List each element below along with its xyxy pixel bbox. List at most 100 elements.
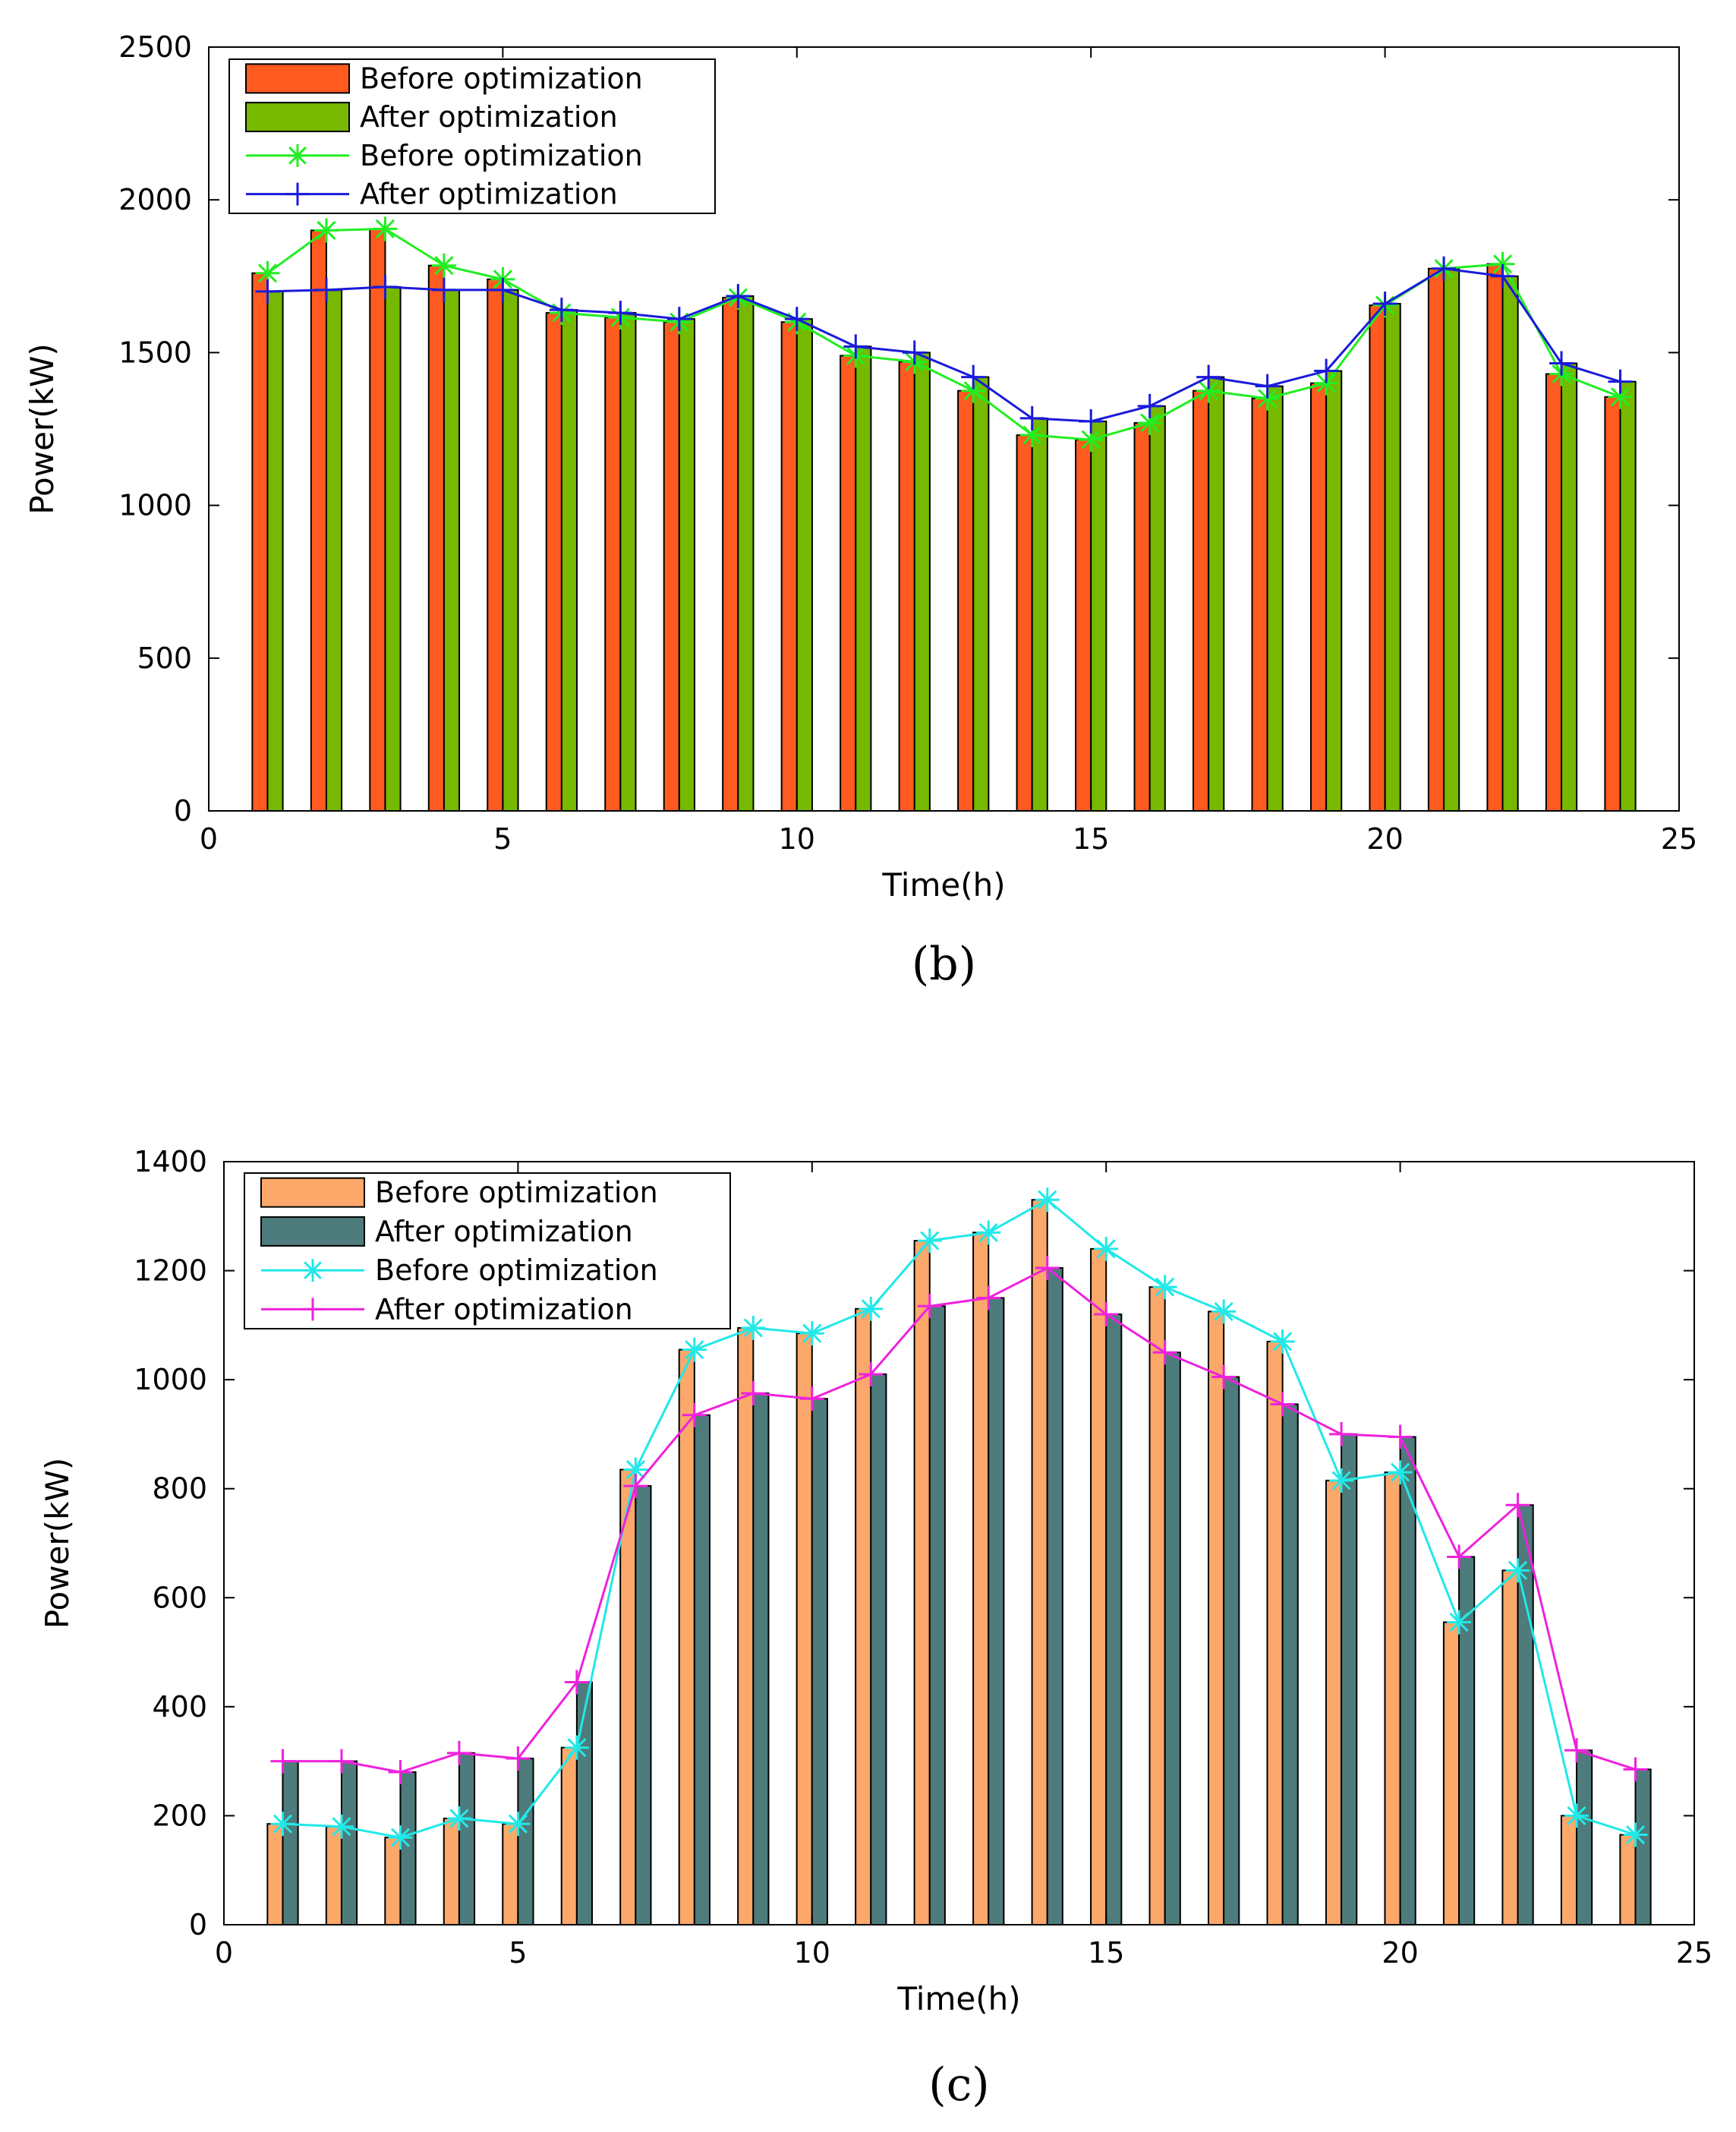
marker-before-12 [917,1228,942,1254]
bar-before-1 [266,1823,284,1925]
legend-entry-bar-after: After optimization [245,100,618,134]
legend-swatch [245,102,350,133]
marker-after-18 [1255,374,1280,399]
legend-label: After optimization [360,178,618,211]
bar-after-21 [1443,267,1460,812]
bar-before-24 [1604,396,1621,812]
marker-after-19 [1329,1421,1354,1446]
marker-before-24 [1608,384,1633,409]
marker-after-15 [1094,1302,1119,1326]
marker-before-21 [1447,1610,1472,1635]
marker-after-5 [506,1746,531,1771]
bar-before-16 [1148,1286,1166,1925]
marker-after-21 [1432,256,1457,281]
bar-after-6 [560,309,578,812]
bar-after-2 [325,289,343,812]
bar-after-1 [266,290,284,812]
legend-entry-line-after: After optimization [246,178,618,211]
marker-before-13 [961,378,986,403]
bar-before-1 [251,272,269,812]
marker-after-20 [1372,292,1397,317]
marker-before-4 [446,1806,471,1831]
y-tick-label: 0 [189,1908,207,1941]
bar-after-18 [1281,1403,1299,1925]
bar-before-18 [1251,397,1268,812]
bar-after-12 [928,1305,946,1925]
bar-before-3 [384,1837,402,1925]
bar-after-11 [855,345,872,812]
bar-before-13 [972,1232,990,1925]
bar-after-16 [1164,1351,1181,1925]
bar-after-15 [1105,1314,1123,1925]
bar-after-4 [458,1752,476,1926]
bar-before-23 [1545,373,1563,812]
bar-before-11 [840,355,857,812]
bar-after-8 [693,1414,710,1926]
legend-swatch [260,1177,365,1208]
marker-after-10 [799,1386,824,1411]
marker-after-19 [1314,358,1339,383]
bar-before-23 [1560,1815,1578,1925]
marker-after-14 [1019,405,1044,430]
y-tick-label: 1000 [118,489,192,522]
bar-before-22 [1486,263,1504,812]
x-tick-label: 25 [1676,1936,1712,1970]
bar-before-19 [1325,1479,1343,1925]
bar-before-4 [427,264,445,812]
bar-after-13 [972,376,990,812]
legend: Before optimization After optimization Bef… [228,58,716,214]
legend-label: Before optimization [360,139,643,172]
x-tick-label: 25 [1661,822,1697,856]
bar-before-14 [1016,434,1033,812]
bar-after-13 [988,1297,1005,1925]
bar-after-9 [752,1392,770,1925]
bar-before-8 [663,321,680,812]
bar-before-18 [1266,1340,1284,1925]
bar-before-5 [502,1823,519,1925]
x-tick-label: 10 [794,1936,830,1970]
x-tick-label: 0 [215,1936,233,1970]
marker-after-9 [741,1381,766,1406]
axes-box [223,1161,1695,1925]
legend-marker [301,1259,324,1282]
marker-before-17 [1211,1299,1237,1324]
y-tick-label: 1400 [134,1145,207,1178]
bar-after-15 [1090,420,1107,812]
x-tick-label: 0 [200,822,218,856]
bar-before-9 [737,1326,755,1925]
legend-swatch [245,63,350,94]
legend-entry-line-before: Before optimization [261,1254,658,1287]
bar-before-2 [325,1825,342,1926]
marker-before-2 [329,1814,354,1839]
bar-after-22 [1501,275,1519,812]
marker-after-15 [1079,408,1104,434]
marker-before-14 [1035,1187,1060,1213]
marker-after-6 [549,298,574,323]
bar-after-24 [1634,1768,1652,1925]
marker-after-1 [270,1749,295,1774]
marker-after-22 [1505,1493,1530,1518]
legend-label: Before optimization [375,1176,658,1210]
y-axis-label: Power(kW) [24,343,61,515]
x-tick-label: 15 [1088,1936,1124,1970]
marker-after-2 [313,277,339,302]
marker-after-4 [431,277,456,302]
bar-after-20 [1399,1436,1416,1925]
marker-after-16 [1152,1340,1177,1365]
y-tick-label: 400 [152,1690,207,1724]
bar-after-1 [282,1760,299,1925]
marker-before-19 [1329,1468,1354,1493]
bar-before-10 [796,1332,813,1926]
marker-after-17 [1211,1364,1237,1389]
marker-after-13 [976,1285,1001,1310]
x-axis-label: Time(h) [896,1980,1020,2017]
bar-before-17 [1208,1310,1225,1926]
marker-after-2 [329,1749,354,1774]
marker-after-1 [255,279,280,304]
marker-before-4 [431,253,456,278]
marker-after-24 [1623,1757,1648,1782]
legend-swatch [260,1216,365,1247]
marker-after-24 [1608,369,1633,394]
bar-after-5 [502,289,519,812]
